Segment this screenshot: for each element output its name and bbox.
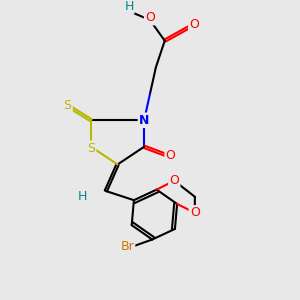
Text: O: O xyxy=(190,206,200,219)
Text: S: S xyxy=(87,142,95,155)
Text: O: O xyxy=(166,149,176,162)
Text: N: N xyxy=(139,114,149,127)
Text: O: O xyxy=(145,11,155,24)
Text: S: S xyxy=(64,99,71,112)
Text: H: H xyxy=(77,190,87,203)
Text: O: O xyxy=(169,174,179,187)
Text: Br: Br xyxy=(120,240,134,254)
Text: O: O xyxy=(189,18,199,31)
Text: H: H xyxy=(125,0,134,13)
